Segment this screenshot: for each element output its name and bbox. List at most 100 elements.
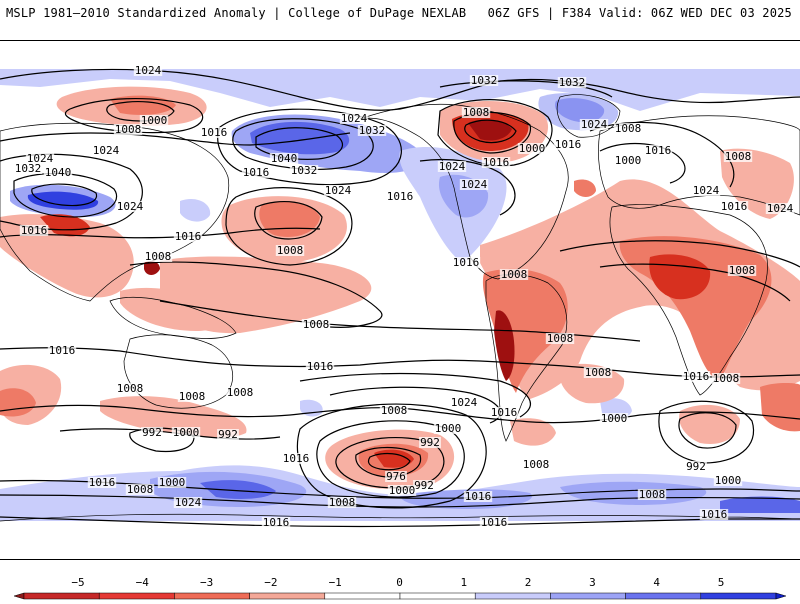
isobar-label-bg	[173, 231, 203, 242]
isobar-label: 1016	[89, 476, 116, 489]
colorbar-swatches	[13, 592, 787, 600]
isobar-label: 1008	[615, 122, 642, 135]
isobar-label-bg	[323, 185, 353, 196]
colorbar-swatch	[324, 592, 401, 600]
isobar-label: 1024	[341, 112, 368, 125]
isobar-1024-alaska	[217, 108, 402, 186]
isobar-label-bg	[115, 383, 145, 394]
south-america-coast	[485, 274, 568, 442]
isobar-label: 1000	[389, 484, 416, 497]
isobar-label-bg	[599, 413, 629, 424]
isobar-label-bg	[517, 143, 547, 154]
isobar-label: 1024	[767, 202, 794, 215]
isobar-label-bg	[461, 107, 491, 118]
isobar-label-bg	[521, 459, 551, 470]
isobar-label-bg	[241, 167, 271, 178]
isobar-label: 1024	[27, 152, 54, 165]
isobar-label-bg	[143, 251, 173, 262]
isobar-label-bg	[305, 361, 335, 372]
isobar-label: 1016	[49, 344, 76, 357]
greenland-coast	[556, 94, 621, 138]
isobar-label: 1008	[329, 496, 356, 509]
isobar-label: 992	[414, 479, 434, 492]
isobar-label-bg	[557, 77, 587, 88]
isobar-label: 1016	[555, 138, 582, 151]
isobar-label: 1032	[471, 74, 498, 87]
isobar-label: 992	[420, 436, 440, 449]
isobar-label-bg	[765, 203, 795, 214]
isobar-label: 1008	[501, 268, 528, 281]
isobar-1016-africa	[559, 240, 800, 268]
isobar-label-bg	[113, 124, 143, 135]
isobar-label-bg	[459, 179, 489, 190]
isobar-label: 1016	[387, 190, 414, 203]
isobar-label: 1000	[435, 422, 462, 435]
isobar-1016-south-pacific	[299, 372, 531, 418]
isobar-label-bg	[469, 75, 499, 86]
colorbar-tick-label: −1	[329, 576, 342, 589]
isobar-label: 1000	[615, 154, 642, 167]
isobar-1032-alaska	[232, 118, 374, 170]
isobar-label: 1016	[453, 256, 480, 269]
map-title: MSLP 1981–2010 Standardized Anomaly | Co…	[6, 6, 467, 20]
isobar-label-bg	[339, 113, 369, 124]
isobar-label: 1000	[601, 412, 628, 425]
isobar-label-bg	[481, 157, 511, 168]
colorbar-swatch	[98, 592, 175, 600]
isobar-label: 1008	[145, 250, 172, 263]
isobar-1016-north	[0, 132, 351, 146]
isobar-label: 1032	[15, 162, 42, 175]
far-east-south-anomaly	[760, 383, 800, 432]
isobar-label: 1016	[721, 200, 748, 213]
isobar-label-bg	[385, 191, 415, 202]
isobar-label: 1024	[135, 64, 162, 77]
isobar-label-bg	[301, 319, 331, 330]
isobar-label: 1016	[683, 370, 710, 383]
isobar-label-bg	[691, 185, 721, 196]
isobar-1000-indian	[658, 400, 755, 464]
isobar-label-bg	[613, 155, 643, 166]
isobar-label-bg	[719, 201, 749, 212]
isobar-label: 1024	[581, 118, 608, 131]
asia-dark-spot	[144, 261, 160, 275]
isobar-label: 976	[386, 470, 406, 483]
asia-south-core	[40, 214, 90, 237]
isobar-label: 1008	[127, 483, 154, 496]
colorbar-swatch	[23, 592, 100, 600]
isobar-label-bg	[269, 153, 299, 164]
isobar-label: 1016	[21, 224, 48, 237]
colorbar-left-arrow	[13, 592, 25, 600]
isobar-label: 1008	[115, 123, 142, 136]
isobar-label-bg	[489, 407, 519, 418]
isobar-label: 1016	[645, 144, 672, 157]
southern-ocean-core-2	[720, 496, 800, 513]
isobar-label-bg	[173, 497, 203, 508]
isobar-label: 1016	[701, 508, 728, 521]
isobar-label: 1024	[461, 178, 488, 191]
isobar-label: 1024	[693, 184, 720, 197]
isobar-label: 1016	[481, 516, 508, 529]
colorbar-tick-label: 4	[653, 576, 660, 589]
isobar-label: 1040	[271, 152, 298, 165]
isobar-1000-atlantic-low	[464, 119, 517, 144]
colorbar-tick-label: 5	[718, 576, 725, 589]
isobar-label-bg	[19, 225, 49, 236]
africa-coast	[609, 204, 768, 396]
isobar-label-bg	[685, 461, 707, 472]
isobar-label: 1008	[547, 332, 574, 345]
isobar-label-bg	[479, 517, 509, 528]
andes-anomaly	[494, 310, 515, 381]
isobar-label-bg	[177, 391, 207, 402]
isobar-label-bg	[157, 477, 187, 488]
isobar-label: 1008	[523, 458, 550, 471]
isobar-label: 1016	[465, 490, 492, 503]
isobar-label: 1024	[93, 144, 120, 157]
isobar-label-bg	[47, 345, 77, 356]
isobar-label-bg	[637, 489, 667, 500]
isobar-label-bg	[437, 161, 467, 172]
isobar-1016-atlantic-low	[437, 99, 553, 167]
isobar-label-bg	[281, 453, 311, 464]
isobar-1000-south-low	[316, 420, 465, 498]
isobar-label-bg	[545, 333, 575, 344]
isobar-label-bg	[379, 405, 409, 416]
